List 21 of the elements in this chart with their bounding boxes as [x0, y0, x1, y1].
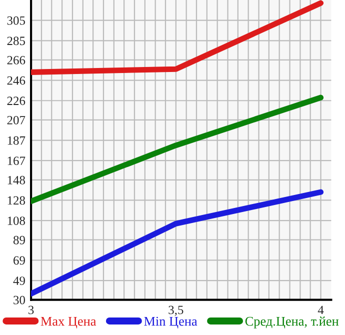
y-tick-label: 69	[14, 256, 25, 265]
y-tick-label: 285	[7, 36, 26, 46]
y-tick-label: 49	[13, 276, 25, 285]
x-tick-label: 3,5	[168, 306, 184, 316]
y-tick-label: 30	[14, 296, 26, 304]
x-tick-label: 4	[318, 306, 324, 314]
y-tick-label: 108	[8, 216, 26, 226]
y-tick-label: 266	[7, 56, 26, 64]
y-tick-label: 167	[8, 156, 26, 166]
y-tick-label: 226	[7, 96, 26, 106]
y-tick-label: 207	[7, 116, 26, 124]
x-tick-label: 3	[28, 306, 34, 314]
legend-label: Min Цена	[144, 316, 198, 328]
y-tick-label: 305	[7, 16, 26, 25]
y-tick-label: 148	[8, 176, 26, 184]
legend-label: Сред.Цена, т.йен	[245, 316, 339, 328]
legend-label: Max Цена	[40, 316, 96, 328]
y-tick-label: 89	[13, 236, 25, 244]
y-tick-label: 128	[8, 196, 26, 205]
y-tick-label: 246	[7, 76, 26, 85]
y-tick-label: 187	[8, 136, 26, 145]
